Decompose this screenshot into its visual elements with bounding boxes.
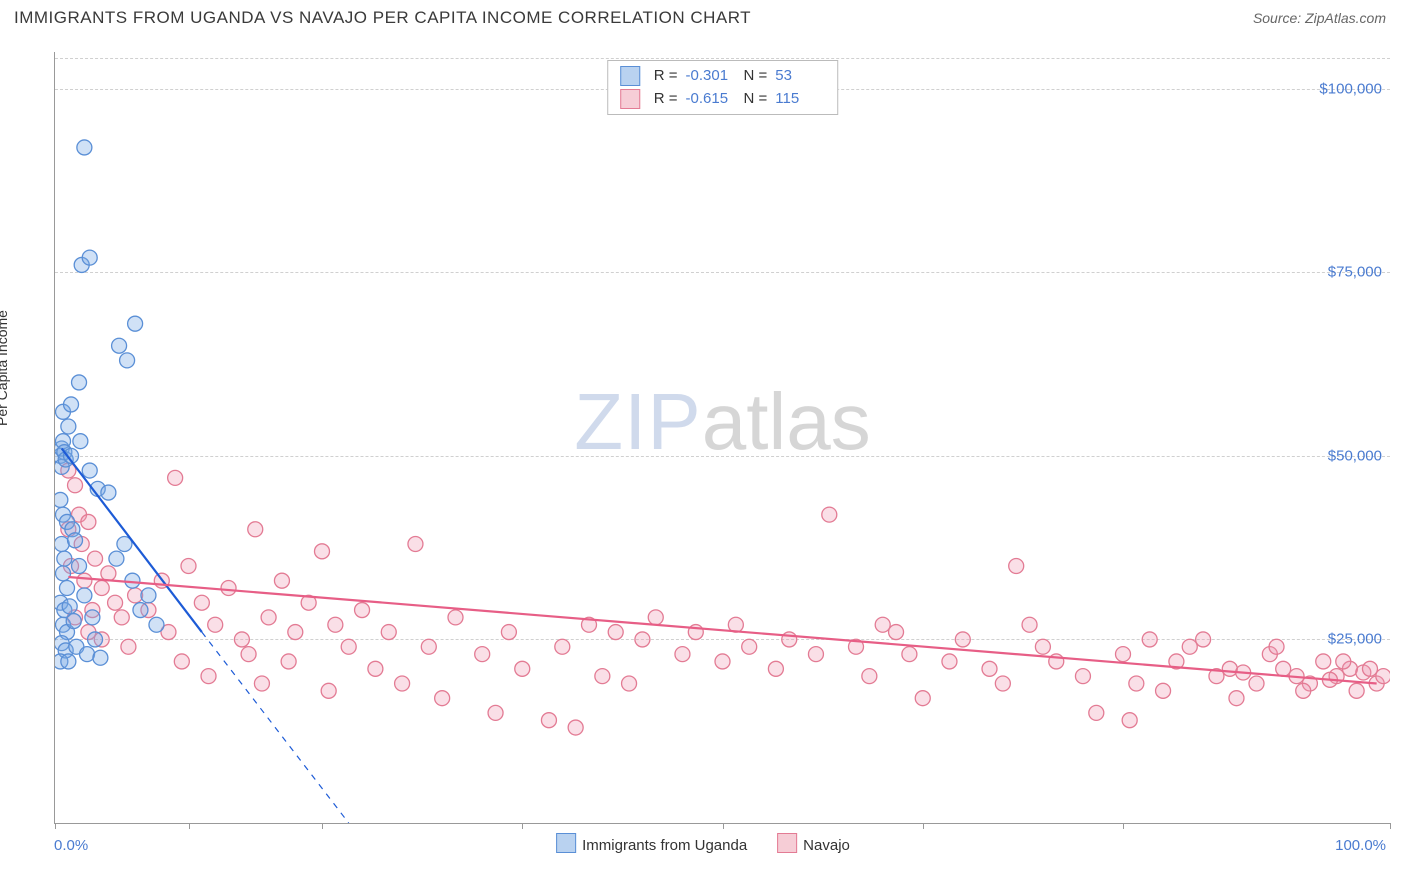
x-axis-min-label: 0.0% <box>54 837 88 854</box>
trend-lines <box>55 52 1390 823</box>
chart-title: IMMIGRANTS FROM UGANDA VS NAVAJO PER CAP… <box>14 8 751 28</box>
n-label: N = <box>744 88 768 111</box>
chart-area: ZIPatlas R = -0.301 N = 53 R = -0.615 N … <box>54 52 1390 824</box>
swatch-series-0 <box>556 833 576 853</box>
stats-row-0: R = -0.301 N = 53 <box>620 65 826 88</box>
swatch-series-1 <box>777 833 797 853</box>
swatch-series-0 <box>620 66 640 86</box>
n-label: N = <box>744 65 768 88</box>
legend-bottom: Immigrants from Uganda Navajo <box>556 833 850 854</box>
source-label: Source: ZipAtlas.com <box>1253 10 1386 26</box>
r-label: R = <box>654 65 678 88</box>
r-value-1: -0.615 <box>686 88 736 111</box>
r-label: R = <box>654 88 678 111</box>
legend-label-1: Navajo <box>803 837 850 854</box>
x-axis-max-label: 100.0% <box>1335 837 1386 854</box>
stats-row-1: R = -0.615 N = 115 <box>620 88 826 111</box>
stats-legend: R = -0.301 N = 53 R = -0.615 N = 115 <box>607 60 839 115</box>
legend-label-0: Immigrants from Uganda <box>582 837 747 854</box>
legend-item-1: Navajo <box>777 833 850 854</box>
plot-wrapper: Per Capita Income ZIPatlas R = -0.301 N … <box>14 44 1392 872</box>
n-value-1: 115 <box>775 88 825 111</box>
swatch-series-1 <box>620 89 640 109</box>
legend-item-0: Immigrants from Uganda <box>556 833 747 854</box>
r-value-0: -0.301 <box>686 65 736 88</box>
n-value-0: 53 <box>775 65 825 88</box>
y-axis-label: Per Capita Income <box>0 310 10 426</box>
